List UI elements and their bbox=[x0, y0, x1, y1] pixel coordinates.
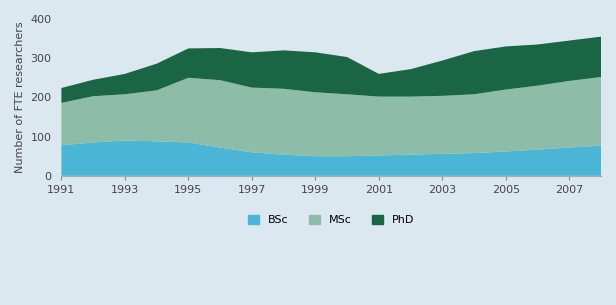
Y-axis label: Number of FTE researchers: Number of FTE researchers bbox=[15, 22, 25, 173]
Legend: BSc, MSc, PhD: BSc, MSc, PhD bbox=[244, 211, 419, 230]
